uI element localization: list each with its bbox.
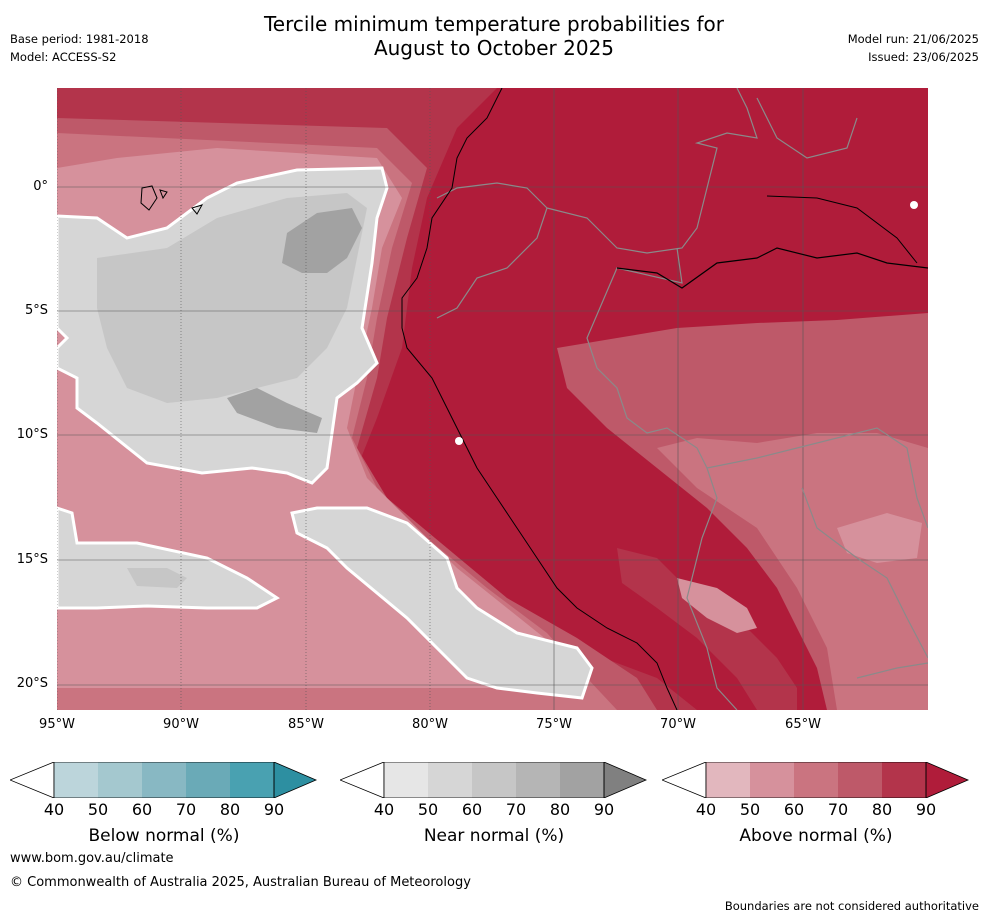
meta-right: Model run: 21/06/2025 Issued: 23/06/2025 [848, 30, 979, 66]
lon-label-65w: 65°W [785, 717, 821, 732]
title-line-1: Tercile minimum temperature probabilitie… [263, 12, 725, 36]
near-tick-80: 80 [549, 800, 571, 819]
below-tick-40: 40 [43, 800, 65, 819]
lat-label-10s: 10°S [16, 427, 48, 442]
colorbar-below-scale [8, 761, 318, 799]
probability-map [57, 88, 928, 710]
below-tick-70: 70 [175, 800, 197, 819]
region-land-above-60 [657, 433, 928, 710]
region-near-50-south2 [290, 506, 594, 700]
above-tick-50: 50 [739, 800, 761, 819]
title-line-2: August to October 2025 [373, 36, 615, 60]
copyright-notice: © Commonwealth of Australia 2025, Austra… [10, 875, 471, 890]
graticule [57, 88, 928, 710]
region-altiplano-above-50 [677, 578, 757, 633]
issued-date: Issued: 23/06/2025 [868, 50, 979, 64]
model-run: Model run: 21/06/2025 [847, 32, 979, 46]
lon-label-70w: 70°W [660, 717, 696, 732]
near-tick-40: 40 [373, 800, 395, 819]
above-tick-60: 60 [783, 800, 805, 819]
model-name: Model: ACCESS-S2 [10, 50, 117, 64]
coastline [401, 88, 678, 710]
region-altiplano-above-80 [617, 548, 797, 710]
galapagos-islands [140, 185, 204, 215]
above-tick-80: 80 [871, 800, 893, 819]
amazon-river [616, 247, 928, 289]
lat-label-5s: 5°S [24, 303, 48, 318]
lat-label-15s: 15°S [16, 552, 48, 567]
region-near-60-south [127, 568, 187, 588]
above-normal-title: Above normal (%) [739, 826, 893, 846]
above-tick-70: 70 [827, 800, 849, 819]
map-canvas [57, 88, 928, 710]
above-tick-90: 90 [915, 800, 937, 819]
colorbar-near-scale [338, 761, 648, 799]
colorbar-above [660, 761, 970, 802]
base-period: Base period: 1981-2018 [10, 32, 149, 46]
region-near-50-south [57, 506, 280, 610]
below-tick-90: 90 [263, 800, 285, 819]
region-land-above-50 [837, 513, 922, 563]
river-secondary [766, 195, 918, 264]
lon-label-80w: 80°W [412, 717, 448, 732]
lon-label-90w: 90°W [163, 717, 199, 732]
lat-label-20s: 20°S [16, 676, 48, 691]
disclaimer-text: Boundaries are not considered authoritat… [724, 899, 979, 913]
meta-left: Base period: 1981-2018 Model: ACCESS-S2 [10, 30, 149, 66]
below-normal-title: Below normal (%) [88, 826, 240, 846]
lon-label-95w: 95°W [39, 717, 75, 732]
lon-label-75w: 75°W [536, 717, 572, 732]
near-tick-70: 70 [505, 800, 527, 819]
near-tick-50: 50 [417, 800, 439, 819]
colorbar-below [8, 761, 318, 802]
hotspot-marker [455, 437, 463, 445]
below-tick-50: 50 [87, 800, 109, 819]
hotspot-marker [910, 201, 918, 209]
map-title: Tercile minimum temperature probabilitie… [0, 12, 988, 60]
near-normal-title: Near normal (%) [423, 826, 565, 846]
region-near-70-a [282, 208, 362, 273]
lat-label-0: 0° [33, 179, 48, 194]
country-borders [436, 88, 928, 710]
below-tick-60: 60 [131, 800, 153, 819]
near-tick-60: 60 [461, 800, 483, 819]
below-tick-80: 80 [219, 800, 241, 819]
near-tick-90: 90 [593, 800, 615, 819]
website-link[interactable]: www.bom.gov.au/climate [10, 851, 174, 866]
colorbar-above-scale [660, 761, 970, 799]
lon-label-85w: 85°W [288, 717, 324, 732]
region-near-70-b [227, 388, 322, 433]
above-tick-40: 40 [695, 800, 717, 819]
colorbar-near [338, 761, 648, 802]
